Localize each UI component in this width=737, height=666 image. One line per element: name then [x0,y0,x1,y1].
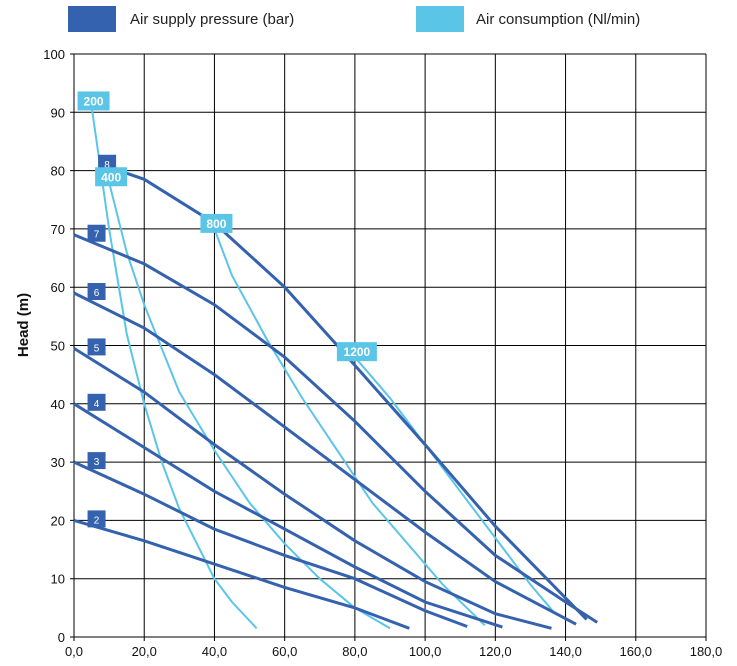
x-tick-label: 60,0 [272,644,297,659]
x-tick-label: 80,0 [342,644,367,659]
pressure-label-5: 5 [87,338,106,356]
pressure-label-text: 6 [94,288,100,299]
pressure-label-2: 2 [87,510,106,528]
legend-label-pressure: Air supply pressure (bar) [130,11,294,28]
legend-label-consumption: Air consumption (Nl/min) [476,11,640,28]
chart-curves [73,106,599,630]
y-tick-label: 30 [51,455,65,470]
y-tick-label: 50 [51,339,65,354]
y-axis-title: Head (m) [15,293,32,357]
x-tick-label: 120,0 [479,644,512,659]
y-tick-label: 90 [51,105,65,120]
consumption-label-text: 800 [206,217,226,231]
y-tick-label: 60 [51,280,65,295]
consumption-label-800: 800 [200,213,233,233]
curve-labels: 2 3 4 5 6 7 8 200 400 800 1200 [77,91,377,528]
consumption-curve-200 [90,106,258,629]
consumption-label-400: 400 [95,167,128,187]
pressure-label-4: 4 [87,393,106,411]
x-tick-label: 140,0 [549,644,582,659]
pressure-label-6: 6 [87,283,106,301]
pressure-label-text: 3 [94,457,100,468]
consumption-label-1200: 1200 [336,342,377,362]
y-tick-label: 10 [51,572,65,587]
consumption-label-text: 200 [84,94,104,108]
chart-legend: Air supply pressure (bar) Air consumptio… [68,6,640,32]
pressure-label-text: 5 [94,343,100,354]
consumption-curve-400 [108,182,391,630]
pressure-label-3: 3 [87,452,106,470]
consumption-label-text: 1200 [344,345,371,359]
pressure-label-text: 7 [94,230,100,241]
pressure-label-text: 4 [94,399,100,410]
axis-ticks: 0,0 20,0 40,0 60,0 80,0 100,0 120,0 140,0 160,0 1… [43,47,722,659]
x-tick-label: 100,0 [409,644,442,659]
pressure-label-7: 7 [87,224,106,242]
x-tick-label: 0,0 [65,644,83,659]
pressure-curve-2 [73,518,410,630]
pressure-curve-6 [73,291,577,626]
x-tick-label: 180,0 [690,644,723,659]
y-tick-label: 20 [51,513,65,528]
consumption-curve-800 [213,228,486,627]
pressure-label-text: 2 [94,515,100,526]
y-tick-label: 100 [43,47,65,62]
pressure-curve-8 [101,163,588,621]
consumption-label-text: 400 [101,170,121,184]
x-tick-label: 160,0 [620,644,653,659]
pressure-label-text: 8 [104,160,110,171]
y-tick-label: 0 [58,630,65,645]
pressure-curve-4 [73,402,503,629]
consumption-curve-1200 [354,356,556,615]
pressure-curve-5 [73,347,552,630]
consumption-label-200: 200 [77,91,110,111]
x-tick-label: 40,0 [202,644,227,659]
pressure-curve-3 [73,460,468,628]
y-tick-label: 80 [51,164,65,179]
x-tick-label: 20,0 [132,644,157,659]
y-tick-label: 40 [51,397,65,412]
pressure-curve-7 [73,233,599,624]
legend-swatch-consumption [416,6,464,32]
y-tick-label: 70 [51,222,65,237]
legend-swatch-pressure [68,6,116,32]
chart-grid [70,53,707,641]
